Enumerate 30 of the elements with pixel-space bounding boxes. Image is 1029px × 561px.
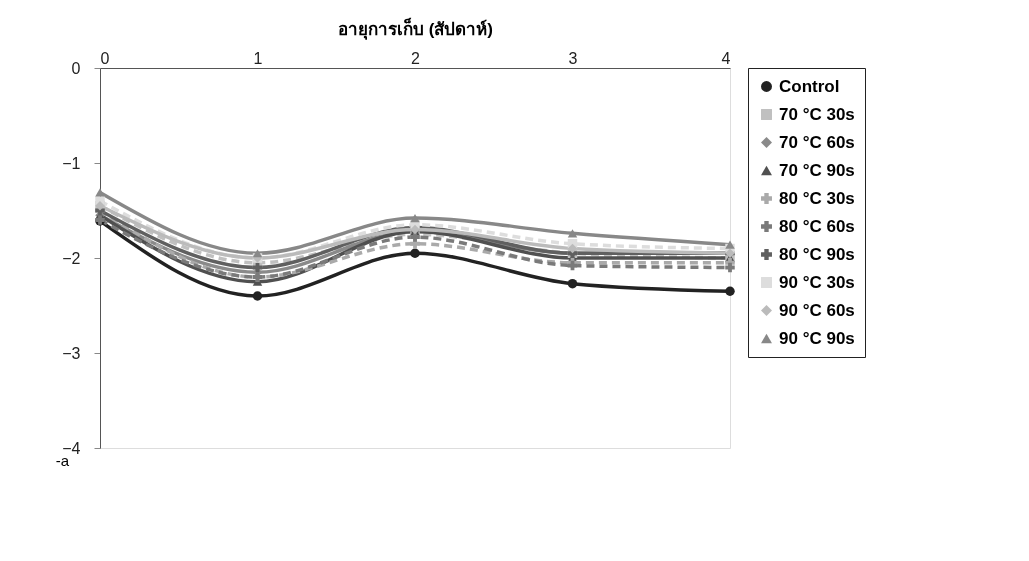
x-tick-label: 1: [253, 49, 263, 67]
y-tick-label: −3: [62, 344, 81, 362]
legend-label: 90 °C 30s: [779, 272, 855, 292]
legend-label: 80 °C 60s: [779, 216, 855, 236]
point: [252, 249, 263, 258]
legend-label: 80 °C 90s: [779, 244, 855, 264]
x-tick-label: 0: [100, 49, 110, 67]
legend-label: Control: [779, 76, 840, 96]
point: [410, 213, 420, 223]
legend-label: 70 °C 30s: [779, 104, 855, 124]
point: [95, 188, 105, 197]
y-tick-label: −2: [62, 249, 81, 267]
point: [410, 248, 420, 258]
point: [725, 286, 735, 296]
point: [252, 291, 263, 301]
legend-label: 80 °C 30s: [779, 188, 855, 208]
legend-label: 90 °C 90s: [779, 328, 855, 348]
x-tick-label: 4: [721, 49, 731, 67]
legend-label: 90 °C 60s: [779, 300, 855, 320]
legend-label: 70 °C 90s: [779, 160, 855, 180]
point: [725, 240, 735, 249]
legend-label: 70 °C 60s: [779, 132, 855, 152]
point: [567, 278, 578, 289]
y-tick-label: −1: [62, 154, 81, 172]
x-axis-title: อายุการเก็บ (สัปดาห์): [337, 16, 494, 40]
x-tick-label: 2: [411, 49, 421, 67]
point: [567, 243, 578, 254]
x-tick-label: 3: [568, 49, 578, 67]
point: [725, 262, 735, 273]
point: [567, 229, 578, 238]
